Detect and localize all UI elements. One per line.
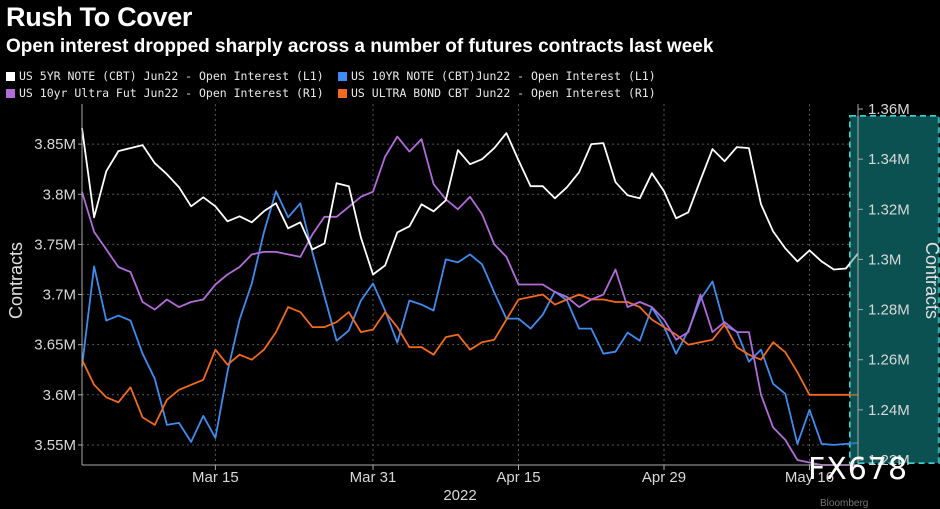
- axes: 3.55M 3.6M 3.65M 3.7M 3.75M 3.8M 3.85M 1.22M 1.2…: [6, 101, 940, 504]
- legend-label: US 5YR NOTE (CBT) Jun22 - Open Interest …: [19, 69, 324, 83]
- left-tick-label: 3.65M: [34, 337, 76, 354]
- legend-label: US 10yr Ultra Fut Jun22 - Open Interest …: [19, 86, 324, 100]
- x-tick-label: Mar 15: [192, 469, 239, 486]
- series-line-0: [81, 127, 859, 276]
- right-tick-label: 1.34M: [868, 151, 910, 168]
- legend-swatch: [6, 89, 15, 98]
- chart-title: Rush To Cover: [6, 2, 193, 32]
- series-lines: [81, 116, 939, 466]
- legend-label: US 10YR NOTE (CBT)Jun22 - Open Interest …: [351, 69, 656, 83]
- left-tick-label: 3.6M: [43, 387, 76, 404]
- highlight-box: [849, 115, 940, 464]
- highlight-region: [849, 115, 940, 464]
- chart-subtitle: Open interest dropped sharply across a n…: [6, 36, 714, 57]
- left-tick-label: 3.55M: [34, 437, 76, 454]
- left-tick-label: 3.7M: [43, 287, 76, 304]
- highlight-overlay: [850, 116, 939, 463]
- x-tick-label: May 16: [785, 469, 834, 486]
- source-label: Bloomberg: [820, 498, 869, 509]
- right-tick-label: 1.32M: [868, 201, 910, 218]
- x-tick-label: Apr 15: [496, 469, 540, 486]
- left-tick-label: 3.75M: [34, 236, 76, 253]
- x-tick-label: Mar 31: [350, 469, 397, 486]
- legend-swatch: [6, 72, 15, 81]
- legend-item-10yr: US 10YR NOTE (CBT)Jun22 - Open Interest …: [338, 69, 656, 83]
- left-tick-label: 3.85M: [34, 136, 76, 153]
- right-axis-title: Contracts: [922, 242, 940, 319]
- watermark: FX678: [808, 452, 909, 487]
- legend-item-10yr-ultra: US 10yr Ultra Fut Jun22 - Open Interest …: [6, 86, 324, 100]
- series-line-1: [81, 190, 859, 446]
- right-tick-label: 1.22M: [868, 452, 910, 469]
- right-tick-label: 1.3M: [868, 251, 901, 268]
- right-tick-label: 1.28M: [868, 302, 910, 319]
- left-tick-label: 3.8M: [43, 186, 76, 203]
- right-tick-label: 1.26M: [868, 352, 910, 369]
- legend-label: US ULTRA BOND CBT Jun22 - Open Interest …: [351, 86, 656, 100]
- right-tick-label: 1.36M: [868, 101, 910, 118]
- legend-swatch: [338, 89, 347, 98]
- series-line-2: [81, 135, 858, 466]
- legend-item-ultra-bond: US ULTRA BOND CBT Jun22 - Open Interest …: [338, 86, 656, 100]
- left-axis-title: Contracts: [6, 242, 26, 319]
- x-tick-label: Apr 29: [642, 469, 686, 486]
- x-axis-title: 2022: [443, 487, 476, 504]
- right-tick-label: 1.24M: [868, 402, 910, 419]
- grid-lines: [82, 104, 858, 465]
- legend-swatch: [338, 72, 347, 81]
- series-line-3: [81, 293, 858, 426]
- legend-item-5yr: US 5YR NOTE (CBT) Jun22 - Open Interest …: [6, 69, 324, 83]
